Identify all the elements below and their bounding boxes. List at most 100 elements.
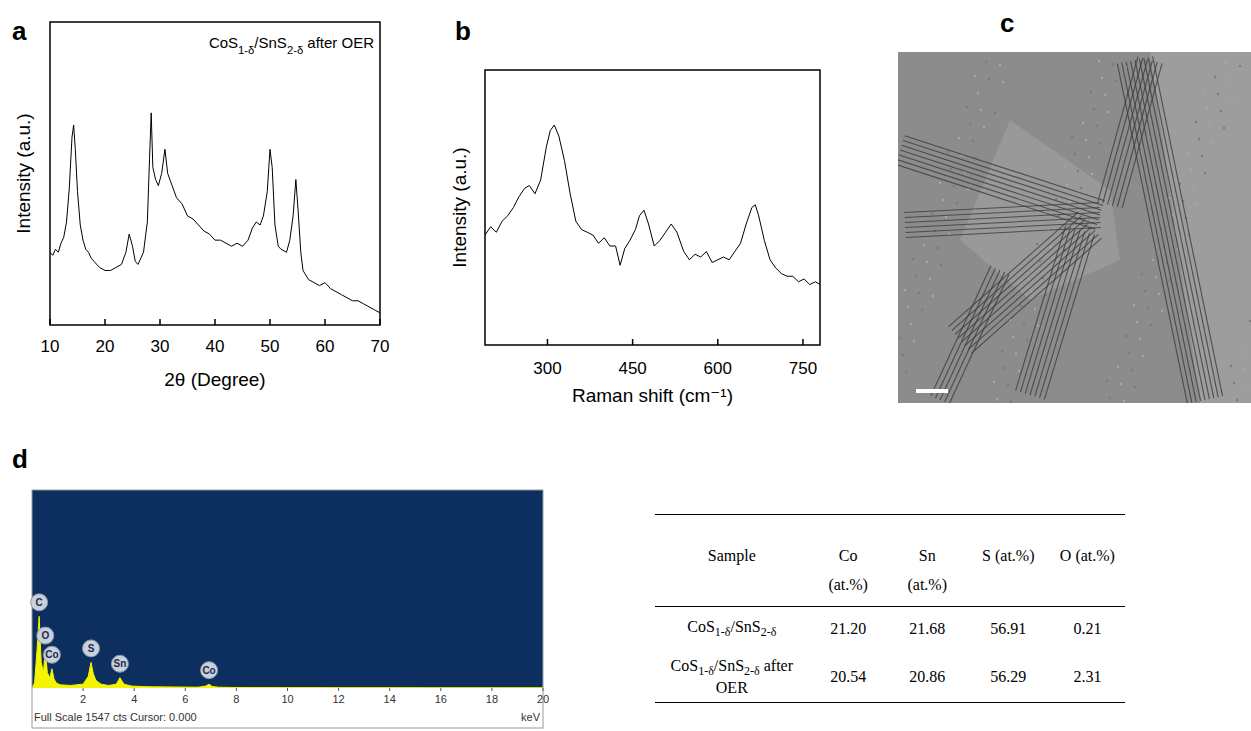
- unit-head-text: (at.%): [828, 576, 868, 593]
- tem-grain: [1093, 108, 1095, 110]
- tem-grain: [1147, 307, 1149, 309]
- tem-grain: [980, 109, 982, 111]
- tem-grain: [1125, 335, 1127, 337]
- x-tick-label: 2: [80, 693, 86, 705]
- plot-frame: [50, 22, 380, 325]
- spectrum-area: [32, 616, 543, 688]
- value-cell: 56.91: [967, 607, 1050, 652]
- value-cell-text: 20.54: [830, 668, 866, 685]
- tem-grain: [1233, 382, 1235, 384]
- x-tick-label: 600: [704, 359, 732, 378]
- tem-grain: [1088, 156, 1090, 158]
- tem-fringe: [1044, 234, 1094, 399]
- x-tick-label: 70: [371, 337, 390, 356]
- tem-grain: [1099, 142, 1101, 144]
- element-label: S: [88, 643, 95, 654]
- value-cell-text: 56.91: [990, 620, 1026, 637]
- x-tick-label: 450: [618, 359, 646, 378]
- tem-image: [895, 51, 1251, 404]
- tem-grain: [1010, 401, 1012, 403]
- tem-grain: [956, 202, 958, 204]
- panel-letter: c: [1000, 8, 1014, 38]
- tem-grain: [1036, 243, 1038, 245]
- tem-grain: [942, 199, 944, 201]
- tem-grain: [940, 264, 942, 266]
- subscript: 2-δ: [287, 44, 303, 56]
- tem-grain: [910, 323, 912, 325]
- x-tick: [547, 339, 549, 345]
- tem-fringe: [1016, 226, 1066, 391]
- tem-grain: [1142, 355, 1144, 357]
- tem-grain: [1241, 351, 1243, 353]
- panel-letter: a: [12, 16, 27, 46]
- badge-circle: [83, 640, 100, 657]
- tem-grain: [1203, 90, 1205, 92]
- tem-grain: [1077, 170, 1079, 172]
- tem-grain: [1239, 65, 1241, 67]
- tem-fringe: [1040, 233, 1090, 398]
- x-tick-label: 14: [384, 693, 396, 705]
- tem-grain: [1249, 320, 1251, 322]
- eds-frame: [32, 490, 543, 728]
- tem-grain: [932, 295, 934, 297]
- tem-content: [898, 52, 1251, 403]
- tem-grain: [988, 78, 990, 80]
- tem-grain: [1247, 385, 1249, 387]
- x-tick: [49, 319, 51, 325]
- tem-grain: [1082, 122, 1084, 124]
- tem-grain: [1236, 399, 1238, 401]
- tem-grain: [1225, 62, 1227, 64]
- column-head: Sample: [655, 515, 809, 565]
- x-tick: [543, 688, 544, 691]
- y-axis-title: Intensity (a.u.): [449, 147, 470, 267]
- tem-grain: [912, 258, 914, 260]
- x-tick-label: 50: [261, 337, 280, 356]
- tem-fringe: [949, 274, 1009, 403]
- tem-grain: [921, 309, 923, 311]
- tem-grain: [1034, 308, 1036, 310]
- tem-fringe: [905, 213, 1100, 223]
- tem-grain: [1214, 76, 1216, 78]
- tem-grain: [1150, 324, 1152, 326]
- column-head-text: O (at.%): [1060, 547, 1115, 564]
- value-cell-text: 20.86: [909, 668, 945, 685]
- tem-grain: [969, 123, 971, 125]
- header-row: SampleCoSnS (at.%)O (at.%): [655, 515, 1125, 565]
- x-tick: [632, 339, 634, 345]
- tem-fringe: [905, 208, 1100, 218]
- tem-grain: [1069, 201, 1071, 203]
- value-cell: 0.21: [1050, 607, 1125, 652]
- badge-circle: [31, 594, 48, 611]
- tem-grain: [977, 92, 979, 94]
- tem-grain: [945, 216, 947, 218]
- tem-grain: [1001, 350, 1003, 352]
- x-tick: [440, 688, 441, 691]
- x-tick: [214, 319, 216, 325]
- tem-grain: [1230, 365, 1232, 367]
- tem-fringe: [958, 223, 1088, 338]
- tem-grain: [1109, 397, 1111, 399]
- tem-fringe: [1103, 58, 1143, 203]
- panel-letter: d: [12, 444, 28, 474]
- value-cell-text: 0.21: [1073, 620, 1101, 637]
- tem-grain: [905, 371, 907, 373]
- value-cell: 21.68: [888, 607, 967, 652]
- tem-grain: [937, 247, 939, 249]
- tem-grain: [1190, 169, 1192, 171]
- unit-head: (at.%): [888, 565, 967, 607]
- tem-grain: [1220, 110, 1222, 112]
- x-tick: [185, 688, 186, 691]
- element-label: C: [36, 597, 43, 608]
- element-label: Co: [202, 665, 215, 676]
- tem-grain: [907, 306, 909, 308]
- data-row: CoS1-δ/SnS2-δ after OER20.5420.8656.292.…: [655, 652, 1125, 703]
- tem-grain: [929, 278, 931, 280]
- tem-grain: [950, 168, 952, 170]
- composition-table: SampleCoSnS (at.%)O (at.%)(at.%)(at.%)Co…: [655, 514, 1125, 703]
- x-tick: [104, 319, 106, 325]
- tem-grain: [923, 244, 925, 246]
- tem-grain: [939, 182, 941, 184]
- tem-fringe: [1153, 56, 1223, 396]
- tem-grain: [918, 292, 920, 294]
- tem-grain: [931, 213, 933, 215]
